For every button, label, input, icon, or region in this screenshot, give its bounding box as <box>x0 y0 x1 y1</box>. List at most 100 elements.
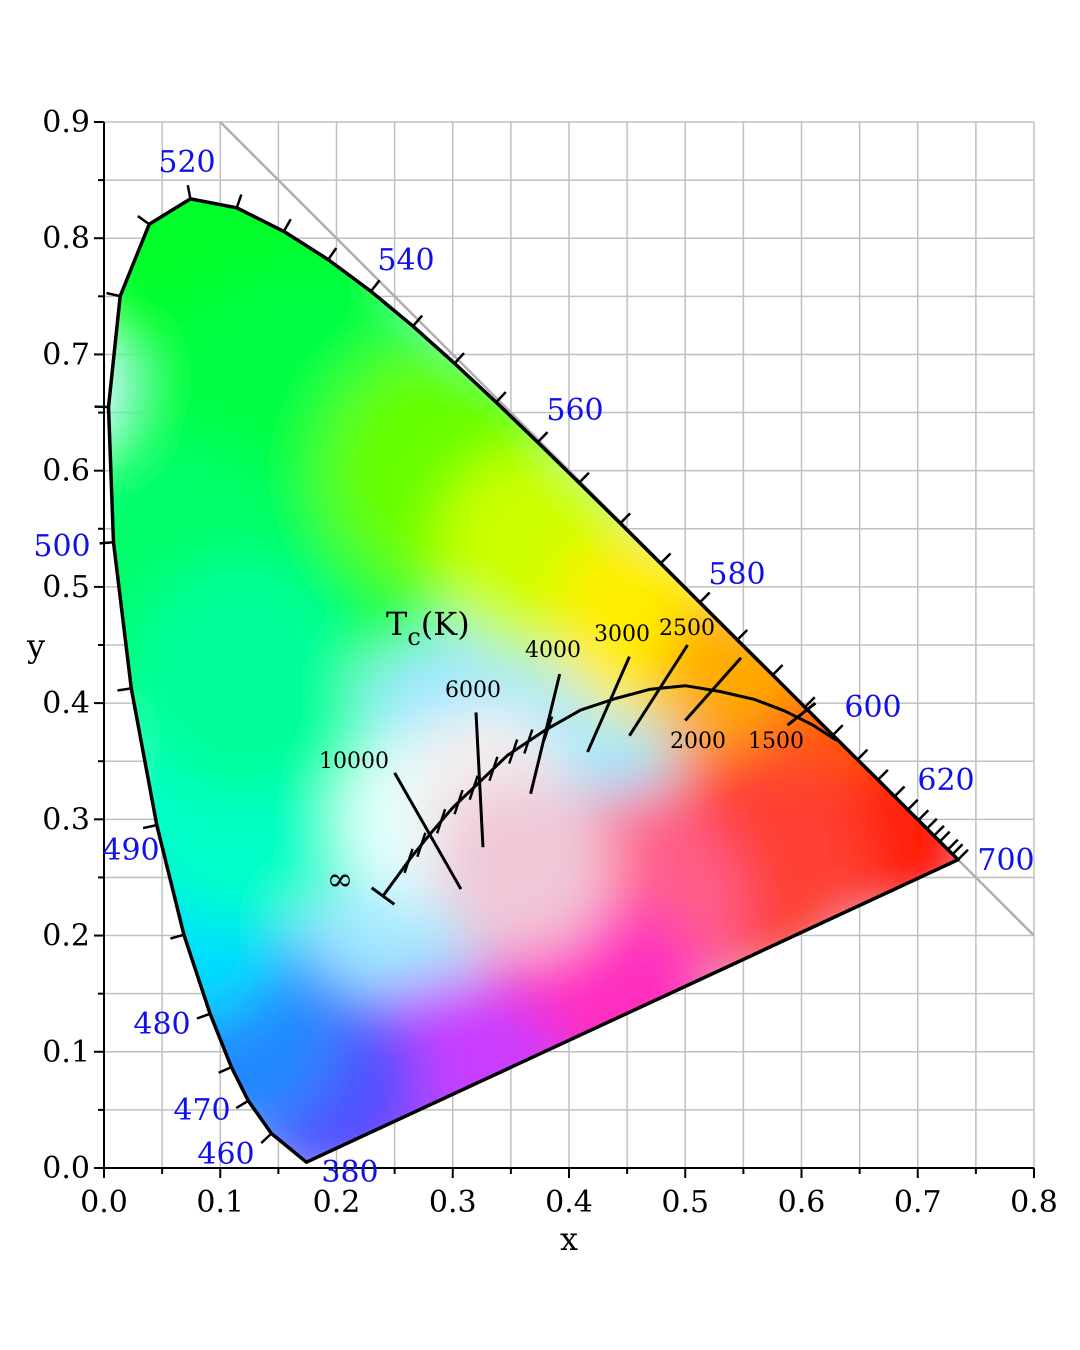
y-tick-label: 0.8 <box>42 221 90 256</box>
isotherm-label-4000: 4000 <box>525 638 581 663</box>
locus-tick-480 <box>196 1012 211 1020</box>
infinity-endcap <box>370 886 396 906</box>
isotherm-6000 <box>474 712 485 848</box>
locus-tick-490 <box>142 823 158 830</box>
locus-tick-530 <box>282 218 292 232</box>
x-tick-label: 0.1 <box>196 1185 244 1220</box>
locus-tick-640 <box>938 830 951 843</box>
isotherm-label-3000: 3000 <box>594 622 650 647</box>
locus-tick-565 <box>578 471 590 484</box>
locus-tick-625 <box>917 809 930 822</box>
locus-tick-580 <box>698 591 711 604</box>
y-tick-label: 0.0 <box>42 1151 90 1186</box>
wavelength-label-620: 620 <box>917 763 974 798</box>
planck-tick <box>523 729 534 754</box>
locus-tick-535 <box>327 247 338 261</box>
locus-tick-485 <box>170 933 185 940</box>
y-tick-label: 0.7 <box>42 337 90 372</box>
spectral-locus-line <box>106 197 960 1164</box>
isotherm-10000 <box>393 772 463 890</box>
infinity-label: ∞ <box>327 860 354 898</box>
wavelength-label-460: 460 <box>197 1137 254 1172</box>
axes: 0.0 0.1 0.2 0.3 0.4 0.5 0.6 0.7 0.8 0.0 0.1 0.2 0.3 0… <box>26 105 1058 1258</box>
planck-tick <box>403 848 414 874</box>
wavelength-label-700: 700 <box>977 843 1034 878</box>
locus-tick-595 <box>803 696 816 709</box>
y-tick-label: 0.5 <box>42 570 90 605</box>
x-axis-title: x <box>560 1220 578 1258</box>
locus-tick-605 <box>856 748 869 761</box>
isotherm-3000 <box>586 656 631 753</box>
wavelength-label-470: 470 <box>173 1093 230 1128</box>
locus-tick-460 <box>260 1132 273 1145</box>
y-tick-label: 0.4 <box>42 686 90 721</box>
wavelength-label-580: 580 <box>708 557 765 592</box>
locus-tick-545 <box>412 314 424 328</box>
y-tick-label: 0.9 <box>42 105 90 140</box>
locus-tick-590 <box>771 664 784 676</box>
y-tick-label: 0.3 <box>42 802 90 837</box>
locus-tick-570 <box>619 512 632 525</box>
locus-tick-600 <box>832 724 844 736</box>
planck-tick <box>488 756 499 782</box>
isotherm-label-6000: 6000 <box>445 678 501 703</box>
wavelength-label-540: 540 <box>377 243 434 278</box>
gamut-fill <box>108 198 959 1163</box>
planckian-locus <box>370 644 838 906</box>
x-tick-label: 0.7 <box>894 1185 942 1220</box>
locus-tick-700 <box>957 848 969 861</box>
locus-tick-520 <box>186 184 192 200</box>
isotherm-1500 <box>786 701 817 727</box>
locus-tick-555 <box>495 391 507 404</box>
locus-tick-550 <box>453 352 465 365</box>
wavelength-label-520: 520 <box>158 145 215 180</box>
planck-tick <box>468 775 479 801</box>
locus-tick-515 <box>137 215 150 226</box>
planck-tick <box>435 808 447 834</box>
x-tick-label: 0.8 <box>1010 1185 1058 1220</box>
wavelength-label-560: 560 <box>546 393 603 428</box>
isotherm-2500 <box>628 644 689 737</box>
isotherm-label-1500: 1500 <box>748 729 804 754</box>
locus-tick-470 <box>235 1099 249 1110</box>
y-axis-title: y <box>26 627 45 665</box>
wavelength-label-380: 380 <box>321 1155 378 1190</box>
fill-blob <box>432 775 613 956</box>
isotherm-label-2000: 2000 <box>670 729 726 754</box>
locus-tick-620 <box>906 798 919 811</box>
y-tick-label: 0.2 <box>42 919 90 954</box>
labels: 380 460 470 480 490 500 520 540 560 580 600 620 700 1… <box>33 145 1034 1190</box>
locus-tick-615 <box>893 785 906 798</box>
locus-tick-575 <box>659 552 672 565</box>
planck-tick <box>416 832 427 858</box>
fill-blob <box>123 559 364 800</box>
wavelength-label-500: 500 <box>33 529 90 564</box>
locus-tick-540 <box>369 279 381 293</box>
tc-label: Tc(K) <box>386 605 470 651</box>
y-tick-label: 0.1 <box>42 1035 90 1070</box>
wavelength-label-600: 600 <box>844 690 901 725</box>
wavelength-label-490: 490 <box>102 833 159 868</box>
locus-tick-500 <box>99 541 114 545</box>
isotherm-2000 <box>684 656 743 722</box>
wavelength-label-480: 480 <box>133 1007 190 1042</box>
x-tick-label: 0.6 <box>778 1185 826 1220</box>
planck-tick <box>508 739 519 764</box>
locus-tick-510 <box>106 291 121 298</box>
locus-tick-610 <box>877 769 889 781</box>
x-tick-label: 0.2 <box>313 1185 361 1220</box>
isotherm-label-10000: 10000 <box>319 749 389 774</box>
locus-tick-475 <box>218 1065 232 1074</box>
locus-tick-660 <box>951 843 964 856</box>
x-tick-label: 0.4 <box>545 1185 593 1220</box>
x-tick-label: 0.3 <box>429 1185 477 1220</box>
y-tick-label: 0.6 <box>42 454 90 489</box>
isotherm-label-2500: 2500 <box>659 616 715 641</box>
locus-tick-495 <box>117 687 132 692</box>
isotherm-4000 <box>529 673 562 795</box>
locus-tick-650 <box>947 838 959 851</box>
x-tick-label: 0.5 <box>661 1185 709 1220</box>
locus-tick-585 <box>736 629 749 641</box>
locus-tick-635 <box>933 824 945 837</box>
